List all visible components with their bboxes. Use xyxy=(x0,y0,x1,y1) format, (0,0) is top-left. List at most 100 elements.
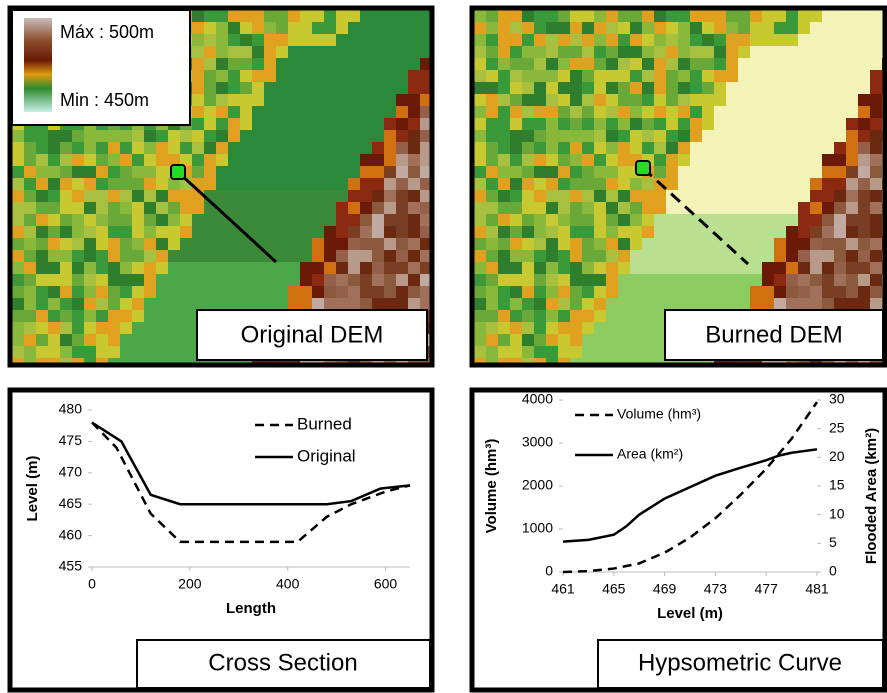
terrain-cell xyxy=(786,22,798,34)
terrain-cell xyxy=(558,190,570,202)
terrain-cell xyxy=(408,130,420,142)
terrain-cell xyxy=(408,262,420,274)
terrain-cell xyxy=(240,34,252,46)
terrain-cell xyxy=(858,166,870,178)
terrain-cell xyxy=(132,250,144,262)
terrain-cell xyxy=(798,202,810,214)
terrain-cell xyxy=(12,130,24,142)
terrain-cell xyxy=(654,226,666,238)
terrain-cell xyxy=(240,178,252,190)
terrain-cell xyxy=(654,22,666,34)
terrain-cell xyxy=(582,58,594,70)
terrain-cell xyxy=(786,214,798,226)
terrain-cell xyxy=(168,286,180,298)
terrain-cell xyxy=(84,190,96,202)
terrain-cell xyxy=(546,142,558,154)
terrain-cell xyxy=(714,106,726,118)
terrain-cell xyxy=(84,178,96,190)
terrain-cell xyxy=(324,46,336,58)
terrain-cell xyxy=(408,214,420,226)
terrain-cell xyxy=(72,250,84,262)
terrain-cell xyxy=(534,34,546,46)
legend-max: Máx : 500m xyxy=(60,22,154,42)
terrain-cell xyxy=(642,322,654,334)
terrain-cell xyxy=(108,250,120,262)
terrain-cell xyxy=(144,250,156,262)
terrain-cell xyxy=(654,58,666,70)
terrain-cell xyxy=(24,202,36,214)
terrain-cell xyxy=(594,10,606,22)
terrain-cell xyxy=(726,70,738,82)
terrain-cell xyxy=(60,310,72,322)
terrain-cell xyxy=(300,10,312,22)
terrain-cell xyxy=(798,214,810,226)
terrain-cell xyxy=(654,118,666,130)
terrain-cell xyxy=(570,106,582,118)
terrain-cell xyxy=(84,274,96,286)
terrain-cell xyxy=(474,58,486,70)
terrain-cell xyxy=(36,274,48,286)
terrain-cell xyxy=(570,274,582,286)
terrain-cell xyxy=(858,118,870,130)
terrain-cell xyxy=(522,10,534,22)
terrain-cell xyxy=(48,250,60,262)
terrain-cell xyxy=(738,106,750,118)
terrain-cell xyxy=(714,214,726,226)
terrain-cell xyxy=(216,154,228,166)
terrain-cell xyxy=(48,322,60,334)
terrain-cell xyxy=(72,346,84,358)
terrain-cell xyxy=(168,310,180,322)
terrain-cell xyxy=(534,22,546,34)
terrain-cell xyxy=(690,82,702,94)
terrain-cell xyxy=(510,82,522,94)
terrain-cell xyxy=(384,58,396,70)
terrain-cell xyxy=(132,274,144,286)
terrain-cell xyxy=(48,238,60,250)
terrain-cell xyxy=(510,178,522,190)
terrain-cell xyxy=(288,94,300,106)
terrain-cell xyxy=(240,10,252,22)
terrain-cell xyxy=(546,130,558,142)
terrain-cell xyxy=(132,262,144,274)
terrain-cell xyxy=(474,346,486,358)
terrain-cell xyxy=(72,154,84,166)
terrain-cell xyxy=(474,250,486,262)
terrain-cell xyxy=(810,130,822,142)
terrain-cell xyxy=(300,58,312,70)
terrain-cell xyxy=(474,154,486,166)
terrain-cell xyxy=(300,298,312,310)
terrain-cell xyxy=(678,166,690,178)
terrain-cell xyxy=(726,274,738,286)
y-tick-label: 2000 xyxy=(522,477,553,493)
terrain-cell xyxy=(678,286,690,298)
terrain-cell xyxy=(384,190,396,202)
terrain-cell xyxy=(522,130,534,142)
terrain-cell xyxy=(678,130,690,142)
terrain-cell xyxy=(774,58,786,70)
y2-tick-label: 15 xyxy=(829,477,845,493)
terrain-cell xyxy=(324,34,336,46)
terrain-cell xyxy=(594,274,606,286)
terrain-cell xyxy=(372,262,384,274)
terrain-cell xyxy=(204,46,216,58)
terrain-cell xyxy=(774,190,786,202)
terrain-cell xyxy=(240,118,252,130)
terrain-cell xyxy=(750,46,762,58)
terrain-cell xyxy=(594,166,606,178)
terrain-cell xyxy=(558,178,570,190)
terrain-cell xyxy=(618,94,630,106)
terrain-cell xyxy=(858,298,870,310)
terrain-cell xyxy=(726,262,738,274)
terrain-cell xyxy=(714,22,726,34)
terrain-cell xyxy=(678,10,690,22)
terrain-cell xyxy=(666,118,678,130)
terrain-cell xyxy=(474,22,486,34)
terrain-cell xyxy=(264,202,276,214)
terrain-cell xyxy=(678,106,690,118)
terrain-cell xyxy=(606,22,618,34)
terrain-cell xyxy=(546,118,558,130)
terrain-cell xyxy=(312,34,324,46)
terrain-cell xyxy=(678,82,690,94)
terrain-cell xyxy=(810,34,822,46)
terrain-cell xyxy=(60,286,72,298)
